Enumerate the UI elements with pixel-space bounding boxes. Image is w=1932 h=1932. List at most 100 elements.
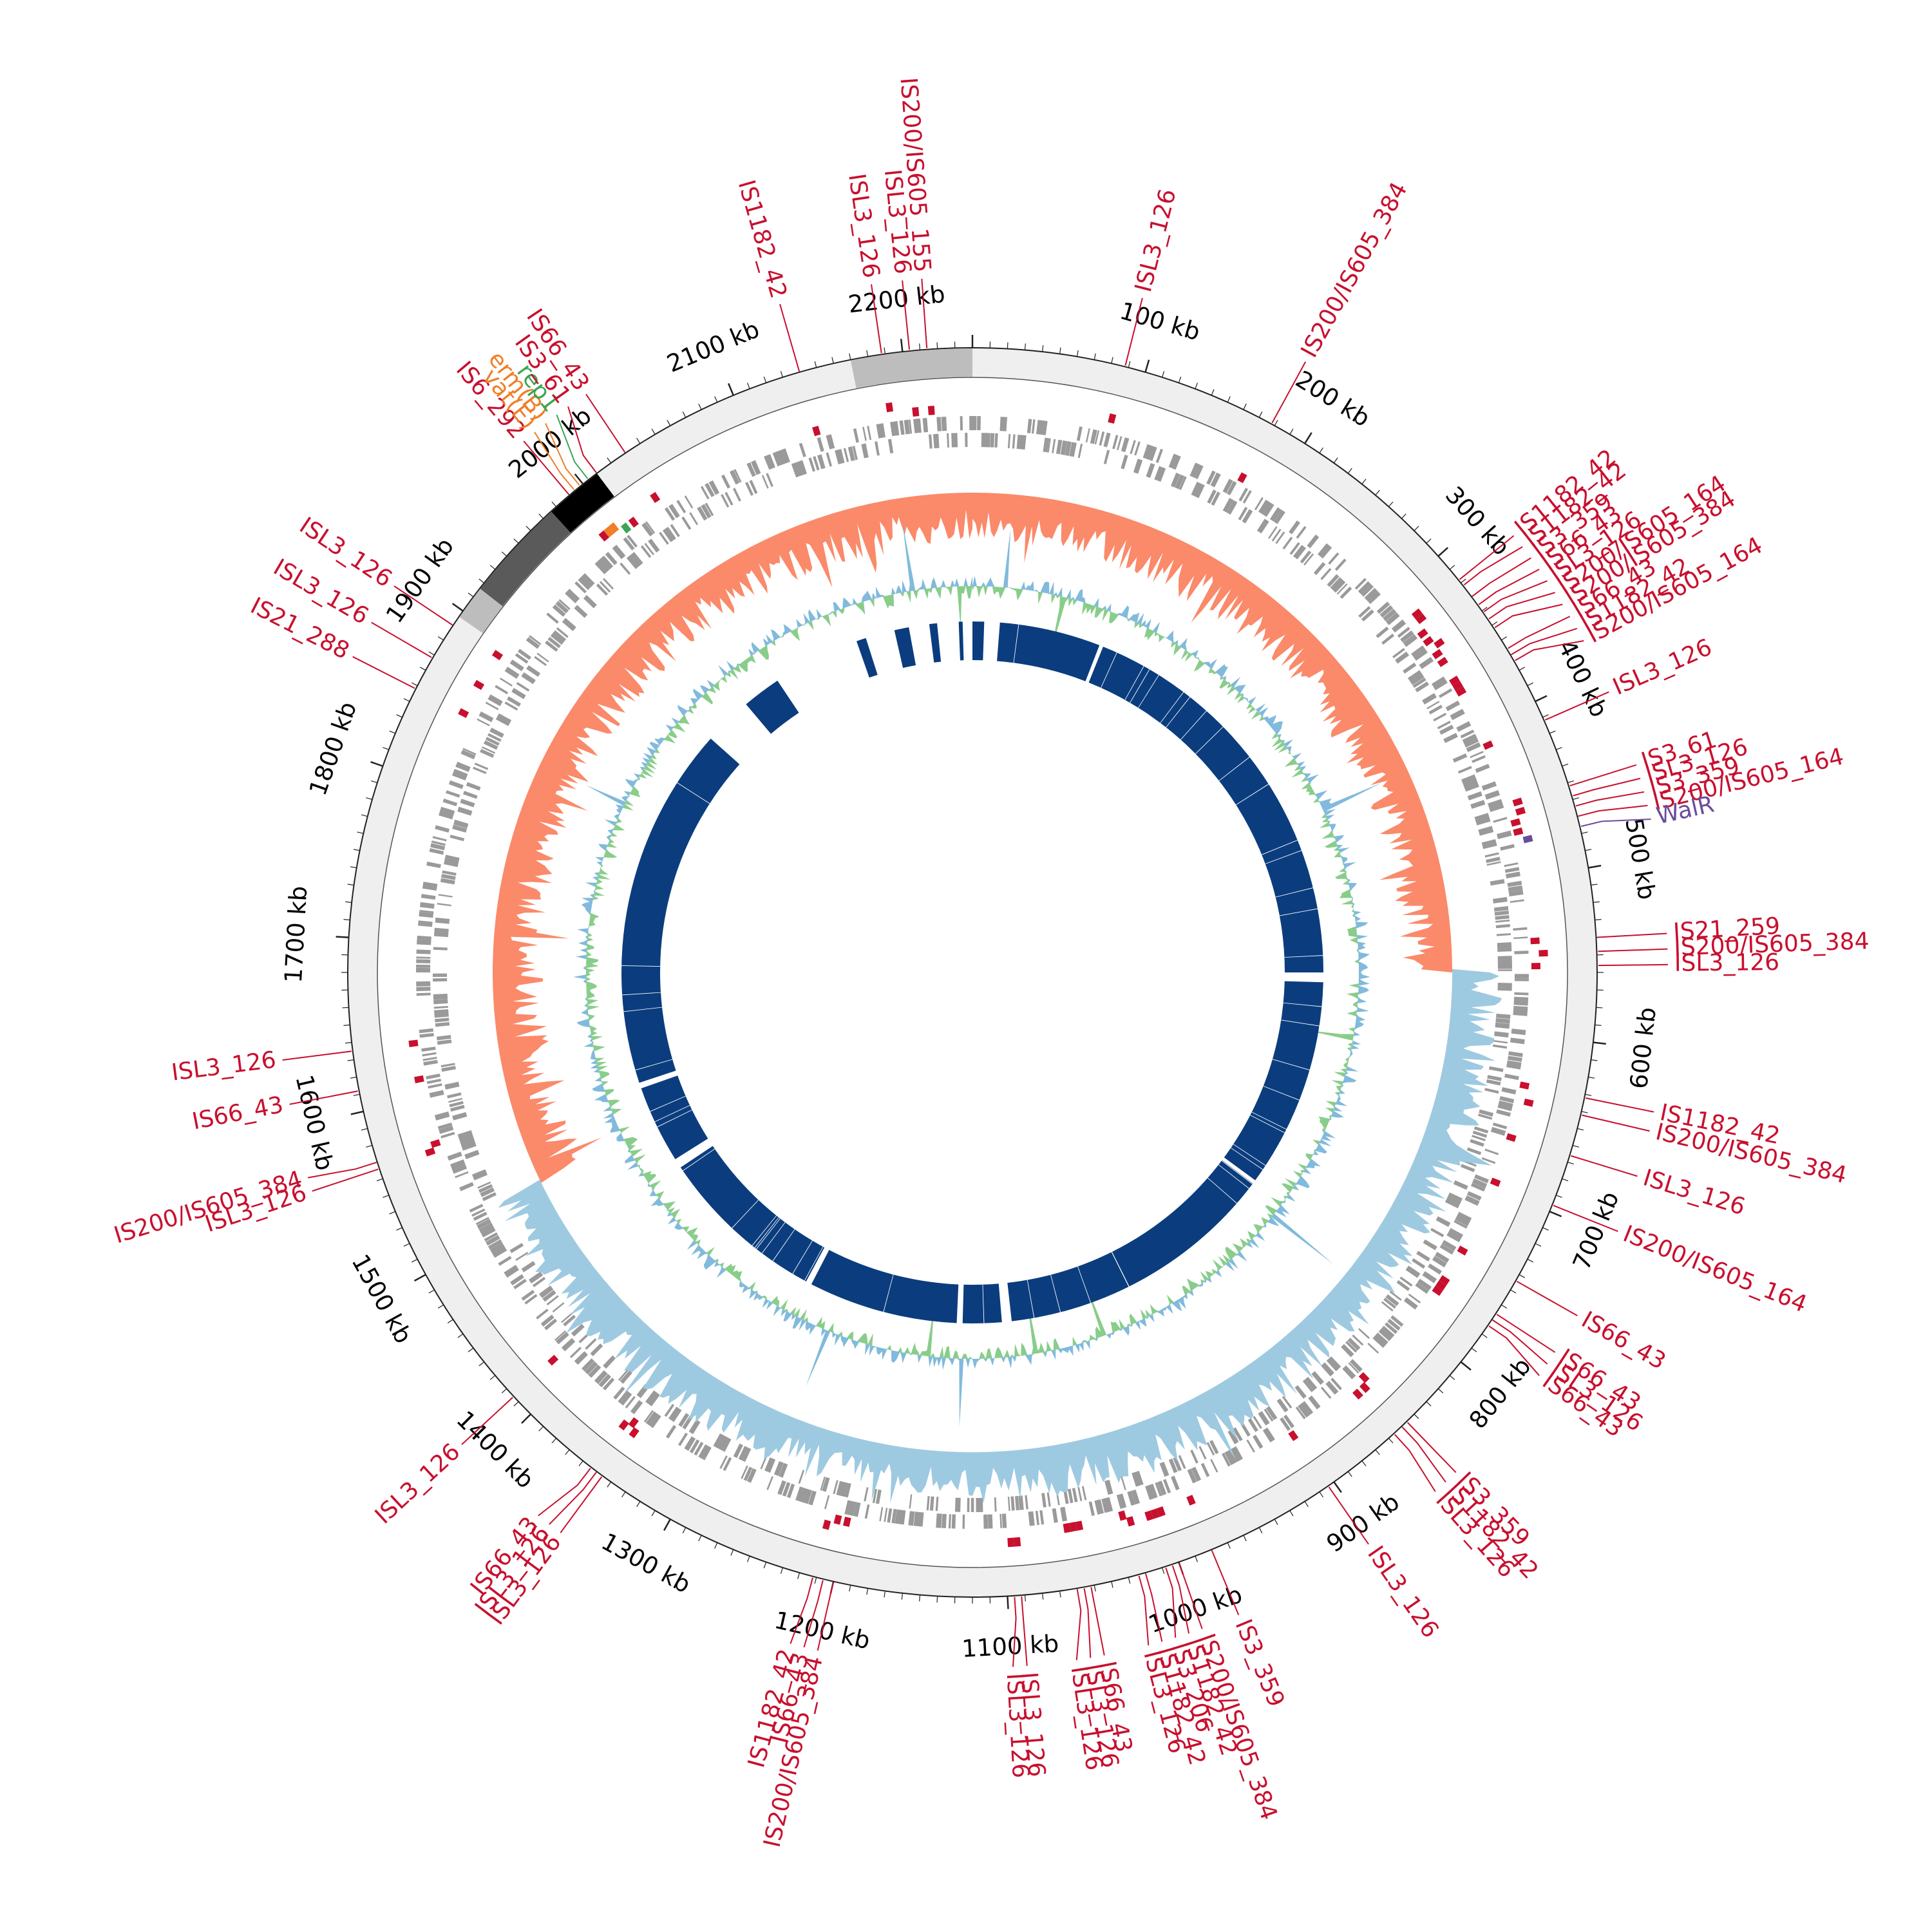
- cds-block: [1358, 581, 1372, 595]
- feature-mark: [1237, 472, 1247, 484]
- cds-block: [1453, 1180, 1468, 1190]
- cds-block: [428, 1083, 442, 1089]
- cds-block: [450, 835, 465, 842]
- cds-block: [721, 474, 731, 489]
- feature-mark: [1417, 628, 1428, 639]
- cds-block: [440, 1063, 455, 1068]
- cds-block: [1210, 1459, 1218, 1473]
- cds-block: [433, 994, 448, 1000]
- cds-block: [1412, 1258, 1426, 1269]
- tick-label: 200 kb: [1291, 365, 1375, 432]
- tick-label: 2200 kb: [847, 280, 947, 319]
- major-tick: [336, 936, 349, 938]
- cds-block: [1025, 1495, 1028, 1510]
- blast-hit-block: [641, 1075, 708, 1159]
- cds-block: [1307, 534, 1320, 549]
- blast-hit-gap: [676, 1141, 710, 1162]
- minor-tick: [1492, 621, 1498, 626]
- cds-block: [1268, 526, 1278, 539]
- feature-mark: [1523, 1098, 1534, 1107]
- cds-block: [1327, 574, 1340, 587]
- feature-mark: [812, 426, 821, 437]
- feature-label: IS1182_42: [733, 177, 792, 301]
- cds-block: [437, 1122, 453, 1130]
- cds-block: [750, 460, 761, 475]
- cds-block: [1410, 674, 1425, 685]
- cds-block: [951, 1514, 956, 1529]
- cds-block: [688, 1419, 701, 1434]
- cds-block: [536, 652, 549, 663]
- cds-block: [1380, 1325, 1395, 1340]
- minor-tick: [389, 730, 396, 734]
- cds-block: [480, 1226, 496, 1238]
- cds-block: [475, 1217, 489, 1226]
- cds-block: [1403, 634, 1418, 647]
- cds-block: [1088, 1501, 1095, 1516]
- cds-block: [1501, 1087, 1517, 1095]
- cds-block: [477, 718, 490, 726]
- blast-hit-gap: [1180, 710, 1207, 740]
- cds-block: [994, 1497, 997, 1512]
- cds-block: [668, 504, 680, 518]
- cds-block: [713, 1433, 724, 1448]
- cds-block: [538, 1285, 554, 1298]
- blast-hit-gap: [1251, 1112, 1287, 1130]
- minor-tick: [621, 1492, 626, 1498]
- blast-hit-gap: [1236, 784, 1269, 806]
- tick-label: 1500 kb: [346, 1250, 417, 1349]
- minor-tick: [342, 1007, 349, 1009]
- leader-line: [1328, 1486, 1369, 1545]
- cds-block: [838, 449, 845, 464]
- cds-block: [504, 1265, 519, 1278]
- minor-tick: [1549, 730, 1556, 734]
- cds-block: [1076, 426, 1083, 441]
- leader-line: [538, 1468, 591, 1517]
- cds-block: [1222, 1452, 1231, 1467]
- minor-tick: [884, 347, 886, 354]
- minor-tick: [551, 501, 557, 507]
- leader-line: [1483, 580, 1548, 612]
- cds-block: [489, 727, 504, 738]
- cds-block: [879, 1507, 884, 1522]
- blast-hit-ring: [621, 621, 1323, 1323]
- blast-hit-gap: [1027, 1280, 1035, 1318]
- cds-block: [798, 1470, 805, 1484]
- cds-block: [1495, 923, 1511, 929]
- cds-block: [1423, 1239, 1437, 1251]
- cds-block: [464, 1150, 480, 1160]
- cds-block: [1460, 729, 1475, 739]
- cds-block: [1311, 1371, 1325, 1385]
- blast-hit-block: [621, 738, 740, 1083]
- minor-tick: [1595, 1024, 1602, 1026]
- cds-block: [1168, 1458, 1178, 1473]
- cds-block: [448, 1097, 463, 1103]
- cds-block: [1472, 1135, 1486, 1142]
- cds-block: [1378, 1329, 1392, 1341]
- minor-tick: [1449, 1375, 1455, 1380]
- cds-block: [499, 677, 513, 687]
- feature-mark: [618, 1419, 629, 1431]
- cds-block: [1327, 1356, 1341, 1370]
- cds-block: [426, 1074, 440, 1080]
- cds-block: [1448, 1227, 1463, 1239]
- leader-line: [1494, 603, 1563, 629]
- feature-mark: [1437, 656, 1448, 667]
- blast-hit-gap: [623, 1007, 663, 1012]
- cds-block: [1159, 1461, 1170, 1477]
- feature-mark: [1434, 638, 1445, 649]
- minor-tick: [565, 1449, 570, 1455]
- cds-block: [1206, 470, 1216, 485]
- cds-block: [419, 1028, 434, 1034]
- cds-block: [547, 636, 561, 649]
- cds-block: [546, 612, 559, 624]
- cds-block: [918, 418, 922, 433]
- cds-block: [969, 416, 973, 431]
- cds-block: [867, 426, 872, 440]
- leader-line: [307, 1162, 377, 1179]
- feature-mark: [1449, 676, 1461, 686]
- feature-label: ISL3_126: [370, 1439, 466, 1530]
- cds-block: [584, 1361, 598, 1375]
- minor-tick: [1388, 1437, 1394, 1444]
- cds-block: [1479, 830, 1494, 836]
- cds-block: [581, 573, 595, 587]
